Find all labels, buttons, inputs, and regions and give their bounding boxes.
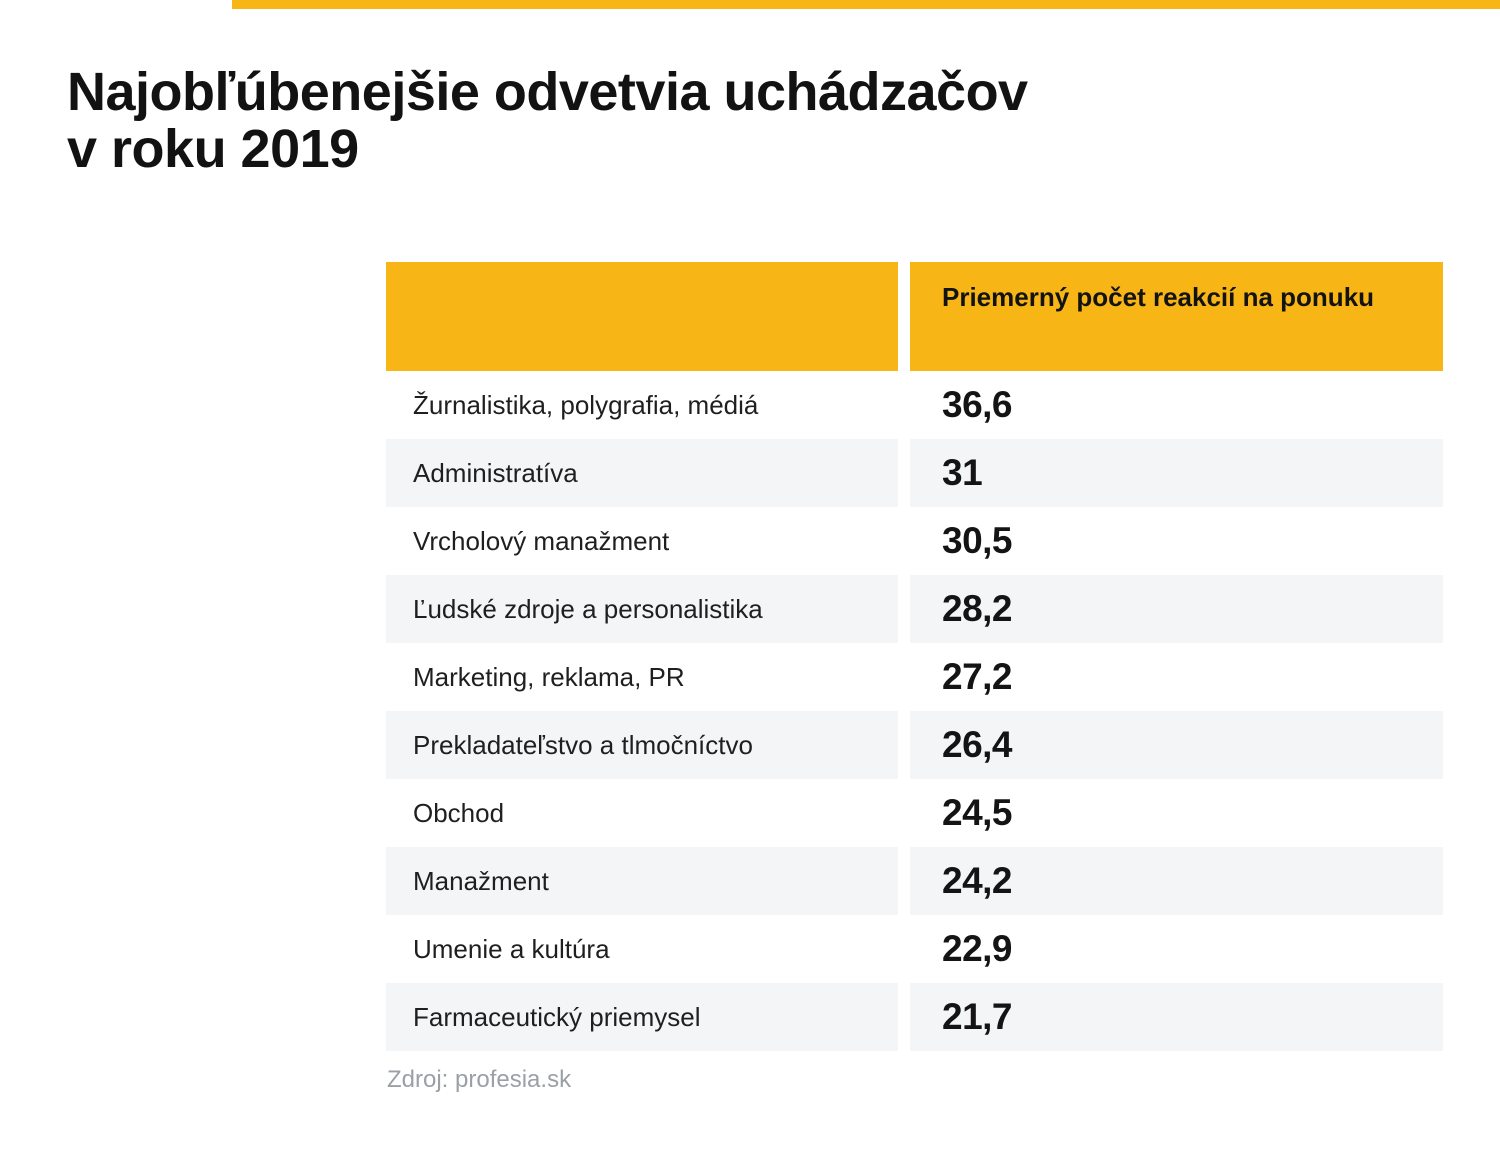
row-label: Obchod: [413, 798, 505, 828]
row-label-cell: Administratíva: [386, 439, 898, 507]
row-label-cell: Farmaceutický priemysel: [386, 983, 898, 1051]
row-label-cell: Vrcholový manažment: [386, 507, 898, 575]
row-value-cell: 24,5: [910, 779, 1443, 847]
row-label: Prekladateľstvo a tlmočníctvo: [413, 730, 753, 760]
row-value: 27,2: [942, 656, 1013, 697]
column-gap: [898, 711, 910, 779]
row-value-cell: 21,7: [910, 983, 1443, 1051]
column-gap: [898, 262, 910, 371]
row-label: Farmaceutický priemysel: [413, 1002, 701, 1032]
row-value-cell: 24,2: [910, 847, 1443, 915]
header-value-cell: Priemerný počet reakcií na ponuku: [910, 262, 1443, 371]
row-label-cell: Umenie a kultúra: [386, 915, 898, 983]
row-label-cell: Marketing, reklama, PR: [386, 643, 898, 711]
table-row: Ľudské zdroje a personalistika 28,2: [386, 575, 1443, 643]
row-value: 31: [942, 452, 983, 493]
row-label: Ľudské zdroje a personalistika: [413, 594, 763, 624]
column-gap: [898, 643, 910, 711]
row-value: 24,5: [942, 792, 1013, 833]
column-gap: [898, 915, 910, 983]
table-row: Farmaceutický priemysel 21,7: [386, 983, 1443, 1051]
column-gap: [898, 983, 910, 1051]
table-row: Marketing, reklama, PR 27,2: [386, 643, 1443, 711]
column-gap: [898, 371, 910, 439]
row-value: 24,2: [942, 860, 1013, 901]
table-row: Obchod 24,5: [386, 779, 1443, 847]
table-row: Administratíva 31: [386, 439, 1443, 507]
column-gap: [898, 439, 910, 507]
row-label: Marketing, reklama, PR: [413, 662, 685, 692]
column-gap: [898, 507, 910, 575]
column-gap: [898, 779, 910, 847]
row-value: 26,4: [942, 724, 1013, 765]
data-table: Priemerný počet reakcií na ponuku Žurnal…: [386, 262, 1443, 1051]
table-rows: Žurnalistika, polygrafia, médiá 36,6 Adm…: [386, 371, 1443, 1051]
row-label: Administratíva: [413, 458, 578, 488]
row-label-cell: Obchod: [386, 779, 898, 847]
row-value: 21,7: [942, 996, 1013, 1037]
table-row: Manažment 24,2: [386, 847, 1443, 915]
page-title-line-1: Najobľúbenejšie odvetvia uchádzačov: [67, 62, 1028, 122]
table-row: Vrcholový manažment 30,5: [386, 507, 1443, 575]
row-value: 22,9: [942, 928, 1013, 969]
page-title: Najobľúbenejšie odvetvia uchádzačov v ro…: [67, 64, 1028, 178]
table-header-row: Priemerný počet reakcií na ponuku: [386, 262, 1443, 371]
row-value-cell: 22,9: [910, 915, 1443, 983]
source-note: Zdroj: profesia.sk: [387, 1066, 572, 1093]
row-value: 30,5: [942, 520, 1013, 561]
table-row: Prekladateľstvo a tlmočníctvo 26,4: [386, 711, 1443, 779]
column-gap: [898, 575, 910, 643]
row-value-cell: 36,6: [910, 371, 1443, 439]
row-label-cell: Ľudské zdroje a personalistika: [386, 575, 898, 643]
header-category-cell: [386, 262, 898, 371]
row-value: 36,6: [942, 384, 1013, 425]
row-label: Žurnalistika, polygrafia, médiá: [413, 390, 759, 420]
row-value-cell: 31: [910, 439, 1443, 507]
row-value-cell: 26,4: [910, 711, 1443, 779]
page-title-line-2: v roku 2019: [67, 119, 359, 179]
header-value-label: Priemerný počet reakcií na ponuku: [942, 282, 1375, 312]
row-label: Umenie a kultúra: [413, 934, 610, 964]
row-value-cell: 30,5: [910, 507, 1443, 575]
row-label: Manažment: [413, 866, 549, 896]
column-gap: [898, 847, 910, 915]
table-row: Žurnalistika, polygrafia, médiá 36,6: [386, 371, 1443, 439]
row-label-cell: Žurnalistika, polygrafia, médiá: [386, 371, 898, 439]
row-value: 28,2: [942, 588, 1013, 629]
row-value-cell: 27,2: [910, 643, 1443, 711]
row-label: Vrcholový manažment: [413, 526, 670, 556]
row-value-cell: 28,2: [910, 575, 1443, 643]
row-label-cell: Manažment: [386, 847, 898, 915]
table-row: Umenie a kultúra 22,9: [386, 915, 1443, 983]
accent-top-bar: [232, 0, 1500, 9]
row-label-cell: Prekladateľstvo a tlmočníctvo: [386, 711, 898, 779]
